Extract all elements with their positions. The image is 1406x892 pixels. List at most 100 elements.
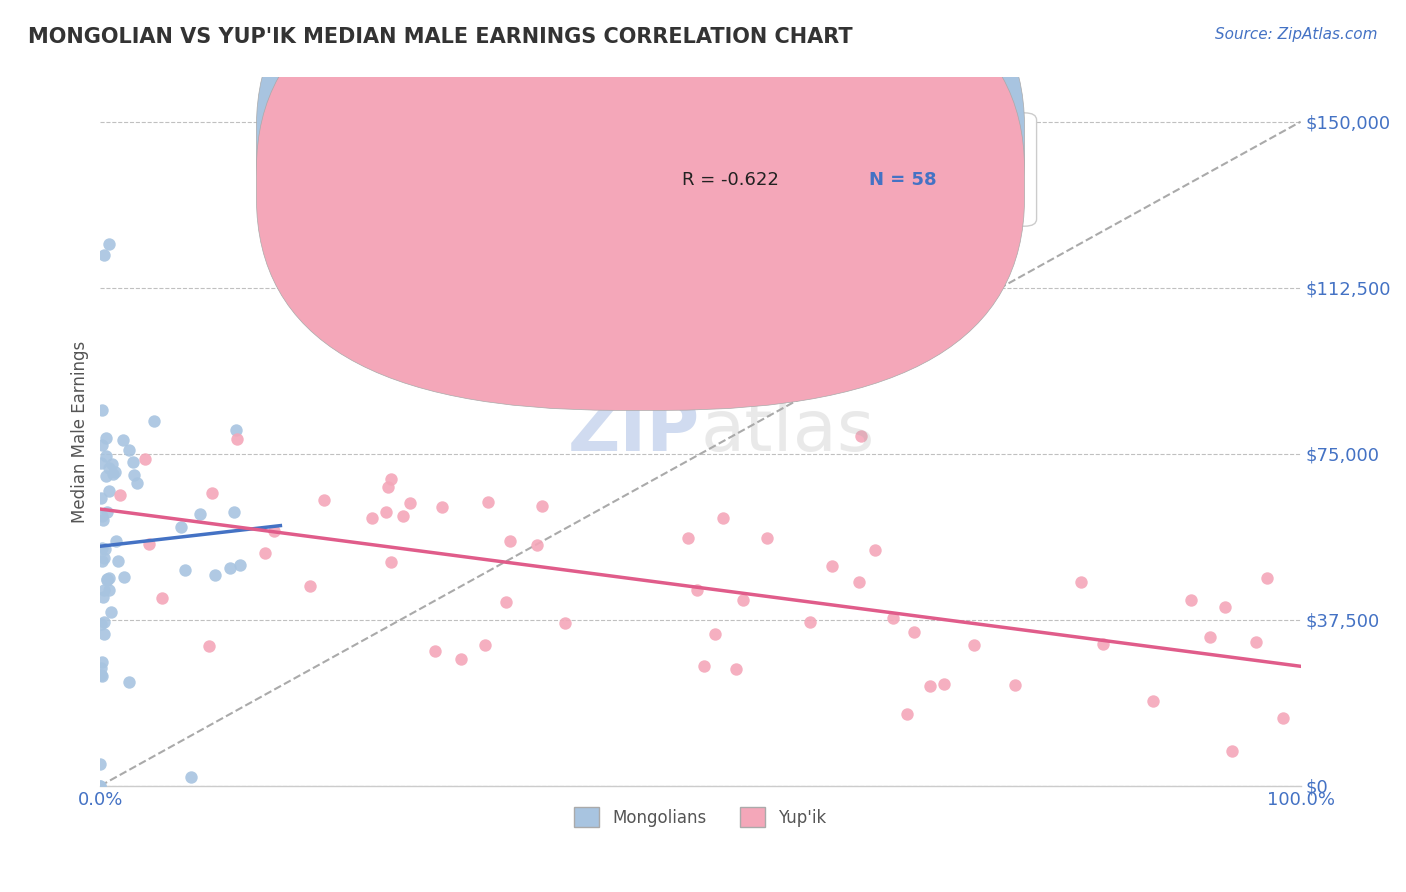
Point xyxy=(112,570,135,584)
Point xyxy=(107,554,129,568)
Point xyxy=(380,555,402,569)
Point xyxy=(225,423,247,437)
Point xyxy=(499,534,522,549)
Point xyxy=(105,533,128,548)
Point xyxy=(733,593,755,607)
Point xyxy=(361,510,384,524)
Point xyxy=(432,500,454,514)
Point xyxy=(90,491,112,505)
Point xyxy=(90,509,112,524)
Point xyxy=(93,582,115,597)
Point xyxy=(204,567,226,582)
Point xyxy=(91,403,114,417)
FancyBboxPatch shape xyxy=(256,0,1025,368)
Point xyxy=(110,488,132,502)
Point xyxy=(918,679,941,693)
Text: ZIP: ZIP xyxy=(568,397,700,467)
Point xyxy=(882,611,904,625)
Point xyxy=(399,496,422,510)
Point xyxy=(91,655,114,669)
Point xyxy=(477,495,499,509)
Point xyxy=(89,779,111,793)
Point xyxy=(374,505,396,519)
Point xyxy=(530,499,553,513)
Point xyxy=(90,554,112,568)
Point xyxy=(201,486,224,500)
Point xyxy=(298,579,321,593)
Point xyxy=(121,455,143,469)
Point xyxy=(725,662,748,676)
Point xyxy=(134,451,156,466)
Point xyxy=(93,627,115,641)
Point xyxy=(495,595,517,609)
Point xyxy=(554,615,576,630)
Point xyxy=(180,771,202,785)
Point xyxy=(219,561,242,575)
Point xyxy=(94,431,117,445)
Point xyxy=(526,538,548,552)
Point xyxy=(1180,592,1202,607)
Text: N = 57: N = 57 xyxy=(869,128,936,146)
Point xyxy=(1142,694,1164,708)
Point xyxy=(170,520,193,534)
Point xyxy=(96,573,118,587)
Point xyxy=(799,615,821,629)
Point xyxy=(91,669,114,683)
Point xyxy=(104,465,127,479)
Text: N = 58: N = 58 xyxy=(869,171,936,189)
Point xyxy=(1199,631,1222,645)
Point xyxy=(711,511,734,525)
Point xyxy=(89,779,111,793)
Point xyxy=(934,677,956,691)
Point xyxy=(101,457,124,471)
Point xyxy=(254,545,277,559)
Point xyxy=(1244,635,1267,649)
Point xyxy=(91,591,114,605)
Point xyxy=(90,456,112,470)
Point xyxy=(98,236,121,251)
Point xyxy=(91,438,114,452)
Point xyxy=(96,505,118,519)
Point xyxy=(150,591,173,606)
Text: Source: ZipAtlas.com: Source: ZipAtlas.com xyxy=(1215,27,1378,42)
Point xyxy=(1220,744,1243,758)
Point xyxy=(1070,575,1092,590)
Point xyxy=(1091,637,1114,651)
Point xyxy=(197,640,219,654)
FancyBboxPatch shape xyxy=(256,0,1025,410)
Point xyxy=(222,505,245,519)
Y-axis label: Median Male Earnings: Median Male Earnings xyxy=(72,341,89,523)
Text: R =  0.076: R = 0.076 xyxy=(682,128,779,146)
Point xyxy=(94,469,117,483)
Point xyxy=(423,643,446,657)
Point xyxy=(101,467,124,481)
Point xyxy=(93,615,115,629)
Point xyxy=(391,509,413,524)
Point xyxy=(755,531,778,545)
Point xyxy=(98,582,121,597)
Point xyxy=(91,512,114,526)
Point xyxy=(849,429,872,443)
Point xyxy=(693,658,716,673)
Point xyxy=(100,605,122,619)
Point xyxy=(1256,571,1278,585)
Point xyxy=(118,675,141,690)
Point xyxy=(90,616,112,631)
Point xyxy=(142,414,165,428)
Point xyxy=(118,442,141,457)
Point xyxy=(686,583,709,598)
Point xyxy=(91,541,114,555)
Point xyxy=(98,483,121,498)
Point xyxy=(704,626,727,640)
Point xyxy=(229,558,252,572)
Point xyxy=(263,524,285,539)
Point xyxy=(125,475,148,490)
Point xyxy=(903,624,925,639)
Point xyxy=(450,652,472,666)
Point xyxy=(1004,677,1026,691)
Point xyxy=(122,468,145,483)
Text: atlas: atlas xyxy=(700,397,875,467)
Text: MONGOLIAN VS YUP'IK MEDIAN MALE EARNINGS CORRELATION CHART: MONGOLIAN VS YUP'IK MEDIAN MALE EARNINGS… xyxy=(28,27,853,46)
Point xyxy=(314,492,336,507)
Point xyxy=(89,756,111,771)
